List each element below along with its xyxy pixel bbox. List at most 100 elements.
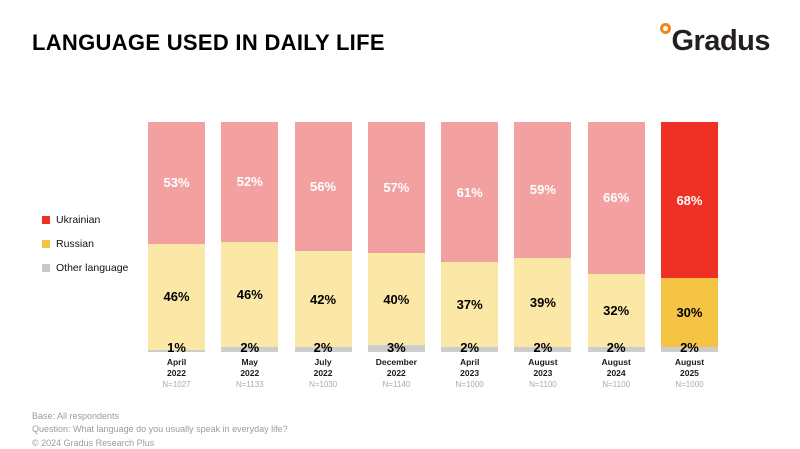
legend-swatch-icon <box>42 264 50 272</box>
category-label: July 2022 <box>313 357 333 378</box>
stacked-bar: 61% 37% 2% <box>441 122 499 355</box>
segment-other-language <box>294 347 352 352</box>
footer-question: Question: What language do you usually s… <box>32 423 288 434</box>
other-value-label: 2% <box>606 340 626 355</box>
bar-column: 61% 37% 2% April 2023 N=1000 <box>441 122 499 390</box>
stacked-bar: 56% 42% 2% <box>294 122 352 355</box>
legend-label: Ukrainian <box>56 214 101 226</box>
segment-other-language <box>148 349 205 352</box>
segment-russian: 42% <box>294 250 352 348</box>
ukrainian-value-label: 53% <box>163 175 190 191</box>
other-value-label: 2% <box>240 340 260 355</box>
category-label: August 2023 <box>528 357 558 378</box>
stacked-bar: 59% 39% 2% <box>514 122 572 355</box>
ukrainian-value-label: 57% <box>383 180 410 196</box>
segment-ukrainian: 56% <box>294 122 352 251</box>
logo-degree-icon <box>660 23 672 34</box>
segment-other-language <box>441 347 499 352</box>
russian-value-label: 32% <box>603 303 630 319</box>
sample-size-label: N=1000 <box>455 380 484 390</box>
russian-value-label: 42% <box>310 291 337 307</box>
segment-other-language <box>587 347 645 352</box>
legend-item-ukrainian: Ukrainian <box>42 208 128 232</box>
segment-russian: 40% <box>367 253 425 346</box>
other-value-label: 2% <box>313 340 333 355</box>
sample-size-label: N=1140 <box>382 380 411 390</box>
stacked-bar: 57% 40% 3% <box>367 122 425 355</box>
segment-ukrainian: 59% <box>514 122 572 258</box>
bar-column: 59% 39% 2% August 2023 N=1100 <box>514 122 572 390</box>
segment-ukrainian: 53% <box>148 122 205 244</box>
gradus-logo: Gradus <box>660 21 770 56</box>
stacked-bar: 66% 32% 2% <box>587 122 645 355</box>
stacked-bar: 68% 30% 2% <box>660 122 718 355</box>
legend-item-russian: Russian <box>42 232 128 256</box>
legend-swatch-icon <box>42 240 50 248</box>
segment-other-language <box>660 347 718 352</box>
sample-size-label: N=1000 <box>675 380 704 390</box>
russian-value-label: 30% <box>676 305 703 321</box>
legend-label: Russian <box>56 238 94 250</box>
ukrainian-value-label: 66% <box>603 190 630 206</box>
sample-size-label: N=1100 <box>529 380 557 390</box>
logo-text: Gradus <box>671 25 770 57</box>
ukrainian-value-label: 52% <box>236 174 263 190</box>
bar-column: 53% 46% 1% April 2022 N=1027 <box>148 122 205 389</box>
russian-value-label: 40% <box>383 291 410 307</box>
segment-other-language <box>367 345 425 352</box>
page-title: LANGUAGE USED IN DAILY LIFE <box>32 30 385 55</box>
chart: 53% 46% 1% April 2022 N=1027 52% 46% 2% May 2022… <box>148 122 718 389</box>
ukrainian-value-label: 59% <box>529 182 556 198</box>
other-value-label: 2% <box>533 340 553 355</box>
stacked-bar: 53% 46% 1% <box>148 122 205 355</box>
ukrainian-value-label: 61% <box>456 184 483 200</box>
bar-column: 68% 30% 2% August 2025 N=1000 <box>660 122 718 390</box>
segment-russian: 39% <box>514 257 572 348</box>
segment-ukrainian: 61% <box>441 122 499 263</box>
footer: Base: All respondents Question: What lan… <box>32 410 288 449</box>
category-label: August 2024 <box>601 357 631 378</box>
segment-russian: 46% <box>221 241 279 348</box>
segment-russian: 30% <box>660 278 718 348</box>
ukrainian-value-label: 56% <box>310 178 337 194</box>
category-label: December 2022 <box>375 357 417 378</box>
category-label: August 2025 <box>674 357 705 378</box>
footer-base: Base: All respondents <box>32 411 120 421</box>
segment-ukrainian: 68% <box>660 122 718 279</box>
bar-column: 52% 46% 2% May 2022 N=1133 <box>221 122 279 390</box>
category-label: April 2022 <box>166 357 187 378</box>
chart-legend: Ukrainian Russian Other language <box>42 208 128 280</box>
segment-ukrainian: 66% <box>587 122 645 274</box>
legend-item-other-language: Other language <box>42 256 128 280</box>
other-value-label: 2% <box>460 340 480 355</box>
footer-copyright: © 2024 Gradus Research Plus <box>32 438 155 449</box>
segment-other-language <box>514 347 572 352</box>
segment-russian: 32% <box>587 273 645 348</box>
segment-other-language <box>221 347 279 352</box>
category-label: May 2022 <box>240 357 260 378</box>
category-label: April 2023 <box>459 357 480 378</box>
ukrainian-value-label: 68% <box>676 192 703 208</box>
segment-russian: 37% <box>441 262 499 348</box>
bar-column: 66% 32% 2% August 2024 N=1100 <box>587 122 645 390</box>
legend-swatch-icon <box>42 216 50 224</box>
russian-value-label: 46% <box>163 289 190 305</box>
sample-size-label: N=1133 <box>235 380 264 390</box>
stacked-bar: 52% 46% 2% <box>221 122 279 355</box>
sample-size-label: N=1030 <box>308 380 338 390</box>
sample-size-label: N=1027 <box>162 380 191 390</box>
legend-label: Other language <box>56 262 129 274</box>
segment-ukrainian: 52% <box>221 122 279 242</box>
sample-size-label: N=1100 <box>602 380 631 390</box>
other-value-label: 2% <box>680 340 699 355</box>
bar-column: 57% 40% 3% December 2022 N=1140 <box>367 122 425 390</box>
other-value-label: 3% <box>386 340 406 355</box>
russian-value-label: 46% <box>236 286 263 302</box>
other-value-label: 1% <box>167 340 186 355</box>
bar-column: 56% 42% 2% July 2022 N=1030 <box>294 122 352 390</box>
segment-ukrainian: 57% <box>367 122 425 254</box>
russian-value-label: 39% <box>529 295 556 311</box>
segment-russian: 46% <box>148 243 205 350</box>
russian-value-label: 37% <box>456 297 483 313</box>
